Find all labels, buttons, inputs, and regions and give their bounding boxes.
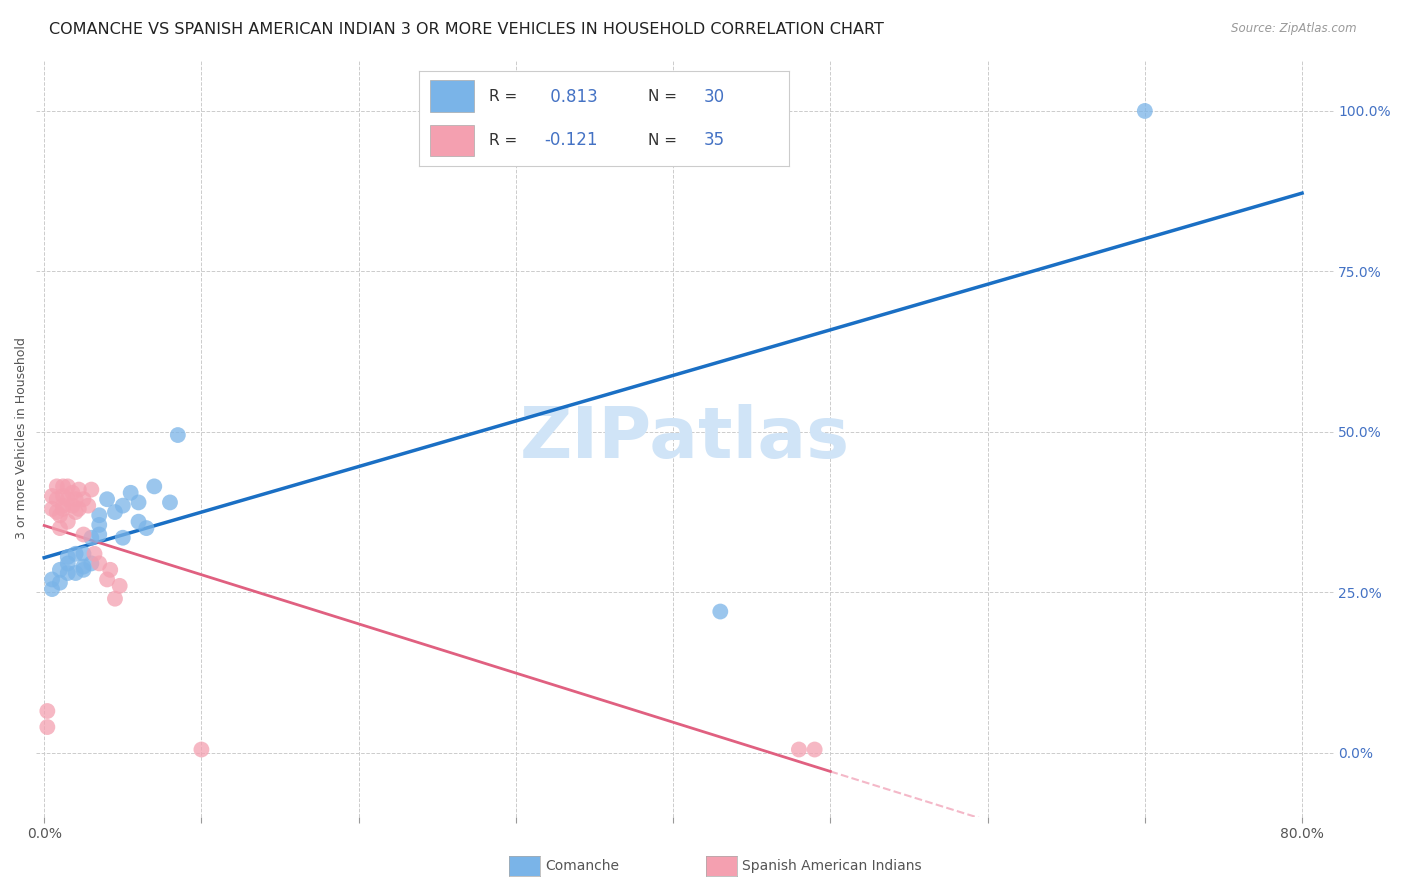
Text: Source: ZipAtlas.com: Source: ZipAtlas.com [1232, 22, 1357, 36]
Point [56, 479, 79, 493]
Point [56, 549, 79, 564]
Point [96, 573, 118, 587]
Point [787, 742, 810, 756]
Point [45, 479, 67, 493]
Point [49, 563, 72, 577]
Point [41, 582, 63, 596]
Point [37, 720, 59, 734]
Point [52, 501, 75, 516]
Point [709, 605, 731, 619]
Point [41, 573, 63, 587]
Point [72, 527, 94, 541]
Point [41, 501, 63, 516]
Point [89, 557, 111, 571]
Text: Spanish American Indians: Spanish American Indians [742, 859, 922, 873]
Point [120, 485, 142, 500]
Point [80, 483, 103, 497]
Point [72, 563, 94, 577]
Point [128, 515, 150, 529]
Point [52, 489, 75, 503]
Point [89, 527, 111, 541]
Point [166, 428, 188, 442]
Point [89, 517, 111, 532]
Point [128, 495, 150, 509]
Point [37, 704, 59, 718]
Point [190, 742, 212, 756]
Point [56, 492, 79, 507]
Point [56, 557, 79, 571]
Point [67, 483, 90, 497]
Point [111, 531, 134, 545]
Point [111, 499, 134, 513]
Point [62, 485, 84, 500]
Point [62, 499, 84, 513]
Text: COMANCHE VS SPANISH AMERICAN INDIAN 3 OR MORE VEHICLES IN HOUSEHOLD CORRELATION : COMANCHE VS SPANISH AMERICAN INDIAN 3 OR… [49, 22, 884, 37]
Point [65, 505, 87, 519]
Point [56, 515, 79, 529]
Point [72, 559, 94, 574]
Point [80, 557, 103, 571]
Point [49, 508, 72, 523]
Y-axis label: 3 or more Vehicles in Household: 3 or more Vehicles in Household [15, 337, 28, 539]
Point [45, 505, 67, 519]
Point [56, 566, 79, 580]
Point [104, 505, 127, 519]
Point [52, 499, 75, 513]
Point [80, 531, 103, 545]
Point [98, 563, 121, 577]
Point [72, 547, 94, 561]
Point [83, 547, 105, 561]
Point [159, 495, 181, 509]
Point [104, 591, 127, 606]
Point [108, 579, 131, 593]
Point [143, 479, 166, 493]
Text: Comanche: Comanche [546, 859, 620, 873]
Point [67, 501, 90, 516]
Point [96, 492, 118, 507]
Point [65, 547, 87, 561]
Point [65, 566, 87, 580]
Point [72, 492, 94, 507]
Point [1133, 103, 1156, 118]
Point [135, 521, 157, 535]
Point [49, 521, 72, 535]
Point [49, 575, 72, 590]
Point [77, 499, 100, 513]
Point [89, 508, 111, 523]
Point [65, 492, 87, 507]
Point [41, 489, 63, 503]
Text: ZIPatlas: ZIPatlas [520, 404, 851, 473]
Point [45, 492, 67, 507]
Point [803, 742, 825, 756]
Point [52, 479, 75, 493]
